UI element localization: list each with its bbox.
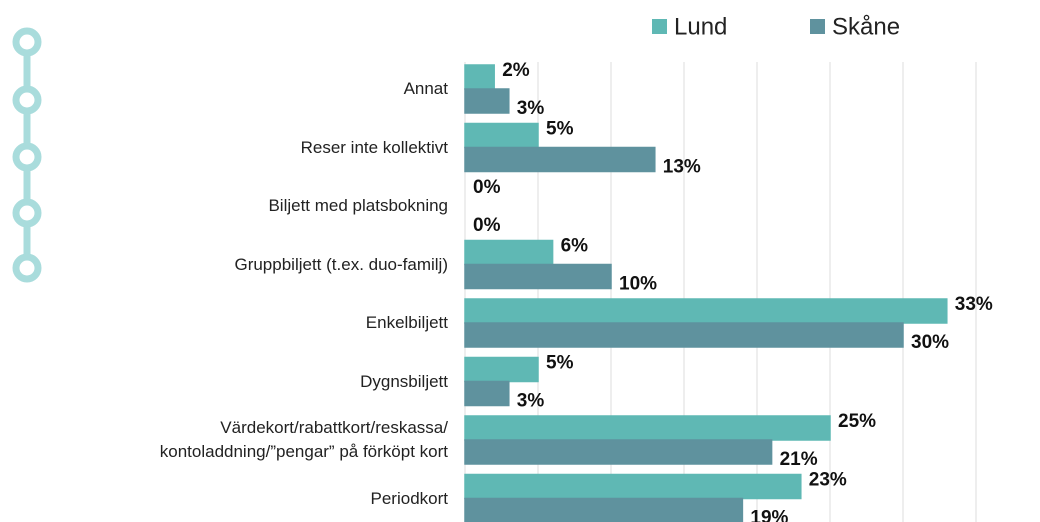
value-label: 3% bbox=[517, 98, 545, 119]
value-label: 0% bbox=[473, 215, 501, 236]
value-label: 19% bbox=[750, 508, 788, 522]
bar bbox=[464, 439, 773, 465]
value-label: 30% bbox=[911, 332, 949, 353]
value-label: 21% bbox=[780, 449, 818, 470]
category-label: Värdekort/rabattkort/reskassa/ kontoladd… bbox=[159, 418, 448, 461]
value-label: 33% bbox=[955, 294, 993, 315]
legend-label: Skåne bbox=[832, 13, 900, 40]
bar bbox=[464, 122, 539, 149]
category-label: Dygnsbiljett bbox=[360, 371, 448, 391]
value-label: 5% bbox=[546, 353, 574, 374]
bar bbox=[464, 473, 802, 500]
category-label: Periodkort bbox=[370, 488, 448, 508]
bar bbox=[464, 356, 539, 383]
value-label: 10% bbox=[619, 274, 657, 295]
legend-label: Lund bbox=[674, 13, 727, 40]
legend-swatch bbox=[652, 19, 667, 34]
value-label: 6% bbox=[561, 236, 589, 257]
value-label: 25% bbox=[838, 411, 876, 432]
category-label: Gruppbiljett (t.ex. duo-familj) bbox=[234, 254, 448, 274]
bar bbox=[464, 322, 904, 348]
bar bbox=[464, 263, 612, 290]
category-label: Biljett med platsbokning bbox=[268, 196, 448, 215]
bar bbox=[464, 415, 831, 441]
bar bbox=[464, 64, 495, 90]
bar bbox=[464, 380, 510, 407]
value-label: 5% bbox=[546, 119, 574, 140]
bar bbox=[464, 88, 510, 114]
value-label: 0% bbox=[473, 177, 501, 198]
value-label: 13% bbox=[663, 157, 701, 178]
category-label: Annat bbox=[403, 79, 448, 98]
bar bbox=[464, 298, 948, 324]
category-label: Enkelbiljett bbox=[365, 313, 448, 332]
decoration bbox=[12, 27, 42, 283]
legend-swatch bbox=[810, 19, 825, 34]
value-label: 3% bbox=[517, 391, 545, 412]
bar bbox=[464, 497, 744, 522]
bar bbox=[464, 239, 554, 266]
value-label: 23% bbox=[809, 470, 847, 491]
category-label: Reser inte kollektivt bbox=[300, 137, 448, 157]
value-label: 2% bbox=[502, 60, 530, 81]
bar bbox=[464, 146, 656, 173]
